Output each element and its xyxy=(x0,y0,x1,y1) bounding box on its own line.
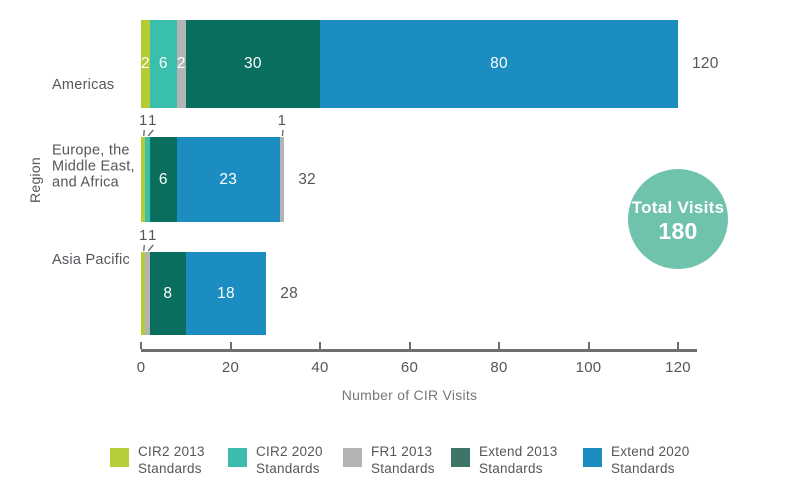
bar-segment xyxy=(279,137,285,222)
x-axis-tick xyxy=(319,342,321,349)
bar-total-label: 32 xyxy=(298,170,316,188)
segment-value-callout: 1 xyxy=(147,227,157,244)
segment-value-callout: 1 xyxy=(138,112,148,129)
bar-segment: 2 xyxy=(141,20,150,108)
x-axis-tick-label: 80 xyxy=(490,359,508,376)
bar-segment: 2 xyxy=(176,20,186,108)
x-axis-tick-label: 60 xyxy=(400,359,419,376)
bar-segment: 23 xyxy=(176,137,280,222)
bar-segment xyxy=(141,137,146,222)
y-axis-title: Region xyxy=(27,157,43,203)
x-axis-tick-label: 120 xyxy=(665,359,691,376)
legend-label: Extend 2013 Standards xyxy=(479,444,558,476)
legend-item: CIR2 2020 Standards xyxy=(228,444,323,477)
legend-item: Extend 2020 Standards xyxy=(583,444,690,477)
x-axis-tick-label: 0 xyxy=(136,359,146,376)
x-axis-tick xyxy=(677,342,679,349)
segment-value-callout: 1 xyxy=(147,112,157,129)
legend-swatch xyxy=(583,448,602,467)
segment-value: 30 xyxy=(244,55,262,72)
segment-value: 23 xyxy=(219,170,238,188)
legend-label: Extend 2020 Standards xyxy=(611,444,690,476)
bar-segment xyxy=(145,252,150,335)
x-axis-tick-label: 100 xyxy=(575,359,602,376)
y-axis-category-label: Europe, the Middle East, and Africa xyxy=(52,142,135,190)
x-axis-tick xyxy=(498,342,500,349)
segment-value: 2 xyxy=(176,55,186,72)
legend-swatch xyxy=(228,448,247,467)
legend-item: CIR2 2013 Standards xyxy=(110,444,205,477)
bar-segment: 8 xyxy=(149,252,186,335)
segment-value: 2 xyxy=(141,55,150,72)
bar-segment: 6 xyxy=(149,20,177,108)
legend-label: FR1 2013 Standards xyxy=(371,444,435,476)
legend-swatch xyxy=(110,448,129,467)
legend-item: Extend 2013 Standards xyxy=(451,444,558,477)
x-axis-tick xyxy=(587,342,590,349)
segment-value: 6 xyxy=(158,170,168,188)
bar-total-label: 120 xyxy=(692,55,719,72)
bar-segment: 18 xyxy=(185,252,267,335)
y-axis-category-label: Asia Pacific xyxy=(52,252,130,269)
x-axis-tick xyxy=(408,342,411,349)
x-axis-line xyxy=(141,349,697,352)
segment-value: 8 xyxy=(163,284,173,302)
segment-value-callout: 1 xyxy=(138,227,148,244)
x-axis-tick xyxy=(229,342,232,349)
bar-segment: 80 xyxy=(320,20,678,108)
legend-label: CIR2 2013 Standards xyxy=(138,444,205,476)
legend-item: FR1 2013 Standards xyxy=(343,444,435,477)
legend-swatch xyxy=(343,448,362,467)
total-visits-value: 180 xyxy=(658,217,698,244)
y-axis-category-label: Americas xyxy=(52,77,115,94)
bar-segment: 30 xyxy=(185,20,320,108)
bar-segment: 6 xyxy=(149,137,177,222)
x-axis-tick-label: 20 xyxy=(221,359,240,376)
bar-segment xyxy=(145,137,150,222)
bar-segment xyxy=(141,252,146,335)
legend-swatch xyxy=(451,448,470,467)
segment-value-callout: 1 xyxy=(277,112,287,129)
segment-value: 80 xyxy=(490,55,508,72)
total-visits-badge: Total Visits 180 xyxy=(628,169,728,269)
total-visits-label: Total Visits xyxy=(631,197,725,217)
x-axis-title: Number of CIR Visits xyxy=(341,387,478,403)
segment-value: 6 xyxy=(158,55,168,72)
bar-total-label: 28 xyxy=(280,284,299,302)
segment-value: 18 xyxy=(217,284,235,302)
x-axis-tick xyxy=(140,342,142,349)
legend-label: CIR2 2020 Standards xyxy=(256,444,323,476)
x-axis-tick-label: 40 xyxy=(311,359,329,376)
